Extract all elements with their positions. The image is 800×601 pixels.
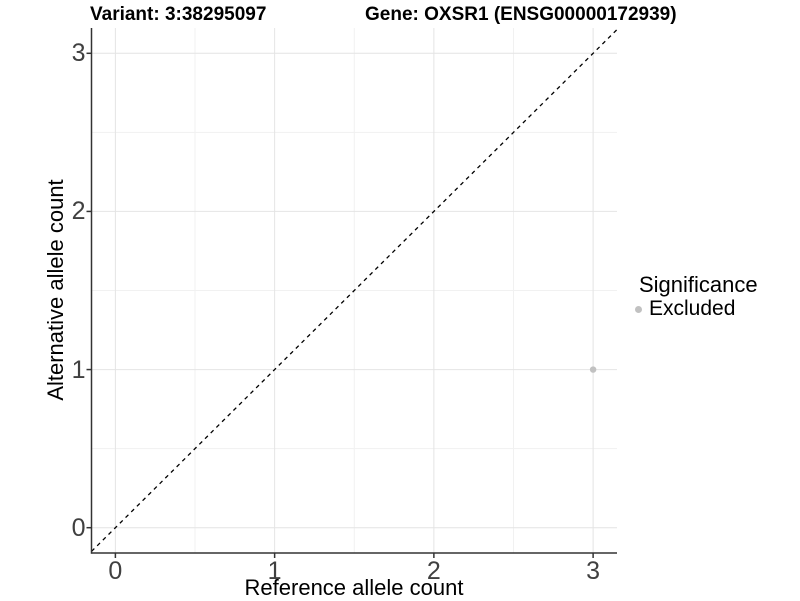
legend: Significance Excluded [631, 272, 758, 321]
legend-point-icon [634, 305, 642, 313]
x-axis-title: Reference allele count [244, 575, 464, 600]
x-tick-label: 3 [586, 557, 601, 585]
data-point [589, 366, 597, 373]
x-tick-label: 2 [426, 557, 441, 585]
x-tick-label: 0 [108, 557, 123, 585]
y-tick-label: 3 [71, 39, 86, 68]
y-tick-label: 0 [71, 513, 86, 542]
y-tick-label: 2 [71, 197, 86, 226]
y-axis-title: Alternative allele count [43, 179, 68, 401]
plot-title-variant: Variant: 3:38295097 [90, 4, 267, 25]
legend-item-label: Excluded [649, 297, 736, 320]
x-tick-label: 1 [267, 557, 282, 585]
legend-title: Significance [639, 272, 758, 297]
legend-items: Excluded [631, 297, 758, 321]
legend-item-excluded: Excluded [631, 297, 758, 321]
y-tick-label: 1 [71, 355, 86, 384]
legend-key [631, 305, 645, 313]
identity-dashed-line [91, 29, 618, 552]
plot-title-gene: Gene: OXSR1 (ENSG00000172939) [365, 4, 677, 25]
